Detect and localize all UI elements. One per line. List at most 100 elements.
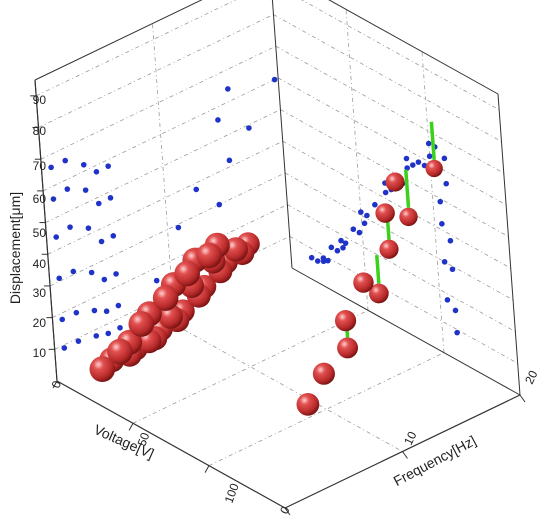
- projection-point: [404, 165, 410, 171]
- projection-point: [91, 307, 98, 314]
- y-tick: [284, 507, 291, 516]
- z-tick-label: 50: [33, 226, 47, 240]
- projection-point: [85, 225, 92, 231]
- projection-point: [328, 244, 335, 251]
- grid-line: [275, 45, 504, 174]
- projection-point: [443, 180, 450, 187]
- grid-line: [174, 324, 403, 452]
- projection-point: [64, 186, 71, 192]
- data-point: [128, 311, 155, 337]
- projection-point: [444, 297, 451, 303]
- projection-point: [364, 212, 370, 219]
- projection-point: [88, 269, 95, 276]
- data-point: [385, 172, 405, 192]
- projection-point: [105, 163, 111, 169]
- projection-point: [372, 201, 378, 208]
- projection-point: [67, 224, 73, 230]
- projection-point: [82, 187, 89, 193]
- x-tick: [52, 380, 58, 389]
- projection-point: [70, 268, 77, 275]
- projection-point: [175, 224, 182, 231]
- data-point: [196, 242, 223, 269]
- z-tick-label: 60: [33, 192, 47, 206]
- grid-line: [421, 51, 445, 353]
- data-point: [425, 159, 443, 178]
- z-tick-label: 90: [33, 93, 47, 107]
- axis-line: [34, 0, 203, 81]
- projection-point: [62, 157, 69, 164]
- z-tick-label: 80: [33, 124, 47, 138]
- projection-point: [101, 276, 108, 283]
- projection-point: [452, 307, 459, 314]
- projection-point: [350, 226, 357, 233]
- projection-point: [48, 164, 54, 171]
- projection-point: [115, 302, 122, 309]
- data-point: [312, 362, 335, 385]
- x-tick: [128, 423, 134, 431]
- projection-point: [441, 259, 448, 265]
- projection-point: [361, 220, 368, 227]
- grid-line: [287, 204, 516, 332]
- data-point: [334, 310, 357, 332]
- error-bar: [375, 255, 381, 284]
- data-point: [152, 285, 179, 311]
- projection-point: [409, 162, 416, 168]
- wall-projections: [48, 76, 460, 351]
- data-point: [107, 338, 133, 365]
- projection-point: [415, 159, 422, 165]
- x-tick: [204, 465, 210, 473]
- projection-point: [105, 330, 112, 337]
- axes: [30, 0, 526, 516]
- data-point: [353, 272, 374, 293]
- projection-point: [447, 237, 454, 244]
- projection-point: [103, 308, 110, 315]
- grid-line: [45, 109, 281, 223]
- tick-labels: 10 20 30 40 50 60 70 80 90 0 50 100 0 10…: [33, 93, 541, 516]
- projection-point: [225, 86, 231, 92]
- data-point: [399, 207, 418, 227]
- projection-point: [334, 247, 341, 254]
- axis-line: [291, 267, 521, 396]
- x-tick-label: 100: [222, 481, 242, 505]
- projection-point: [382, 189, 389, 196]
- projection-point: [193, 186, 200, 193]
- projection-point: [454, 329, 460, 336]
- projection-point: [439, 221, 445, 227]
- grid-line: [35, 0, 237, 97]
- data-point: [375, 203, 395, 223]
- projection-point: [342, 240, 349, 246]
- data-point: [296, 392, 320, 416]
- data-point: [223, 237, 248, 262]
- projection-point: [226, 157, 233, 164]
- grid-line: [273, 14, 502, 142]
- projection-point: [80, 161, 87, 168]
- z-tick-label: 20: [33, 316, 47, 330]
- grid-line: [301, 0, 500, 111]
- grid-line: [284, 172, 514, 301]
- projection-point: [61, 345, 68, 351]
- grid-lines: [35, 0, 518, 467]
- axis-line: [328, 0, 499, 95]
- projection-point: [56, 275, 63, 282]
- projection-point: [338, 237, 344, 244]
- z-tick-label: 10: [33, 346, 47, 360]
- projection-point: [93, 169, 100, 175]
- projection-point: [340, 244, 346, 251]
- projection-point: [93, 333, 100, 339]
- x-axis-line: [56, 380, 286, 509]
- projection-point: [110, 233, 117, 239]
- projection-point: [215, 117, 221, 123]
- x-tick-label: 50: [135, 430, 153, 448]
- projection-point: [425, 140, 432, 147]
- projection-point: [153, 277, 160, 284]
- projection-point: [441, 155, 448, 162]
- projection-point: [358, 209, 364, 215]
- grid-line: [345, 9, 369, 311]
- y-tick-label: 10: [401, 429, 420, 447]
- projection-point: [308, 254, 315, 261]
- projection-point: [356, 229, 363, 236]
- projection-point: [325, 257, 331, 264]
- projection-point: [271, 76, 278, 83]
- z-axis-line: [34, 79, 58, 382]
